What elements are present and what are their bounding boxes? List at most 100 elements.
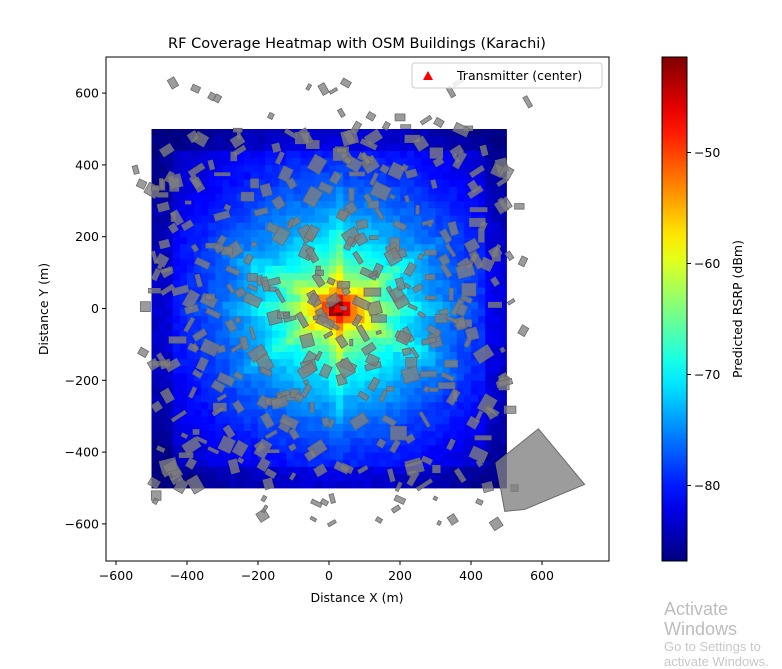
heatmap-cell [492,236,500,245]
heatmap-cell [187,193,195,202]
heatmap-cell [357,430,365,439]
heatmap-cell [187,401,195,410]
heatmap-cell [343,423,351,431]
heatmap-cell [279,351,287,360]
heatmap-cell [307,308,316,317]
heatmap-cell [314,387,323,396]
heatmap-cell [307,265,316,273]
heatmap-cell [172,129,181,137]
building [186,130,200,144]
heatmap-cell [371,365,380,374]
heatmap-cell [279,444,287,453]
building [387,468,396,483]
building [465,326,480,342]
heatmap-cell [201,322,209,331]
heatmap-cell [179,258,188,266]
heatmap-cell [435,423,443,431]
building [475,498,484,506]
building [495,377,514,389]
heatmap-cell [279,129,287,137]
heatmap-cell [272,387,280,396]
heatmap-cell [364,179,372,187]
heatmap-cell [165,344,174,352]
heatmap-cell [449,423,458,431]
heatmap-cell [449,401,458,410]
heatmap-cell [300,200,309,209]
heatmap-cell [492,258,500,266]
heatmap-cell [236,294,245,302]
heatmap-cell [435,416,443,424]
heatmap-cell [414,251,422,259]
heatmap-cell [179,387,188,396]
heatmap-cell [293,236,301,245]
heatmap-cell [314,172,323,180]
heatmap-cell [314,136,323,144]
heatmap-cell [392,129,401,137]
transmitter-marker [332,303,343,313]
heatmap-cell [435,143,443,151]
heatmap-cell [215,229,223,238]
heatmap-cell [350,337,358,345]
heatmap-cell [385,172,394,180]
heatmap-cell [321,459,330,467]
heatmap-cell [321,229,330,238]
heatmap-cell [378,229,387,238]
building [349,411,370,431]
heatmap-cell [272,416,280,424]
heatmap-cell [208,150,216,159]
heatmap-cell [499,437,507,446]
heatmap-cell [428,351,436,360]
heatmap-cell [400,466,408,475]
building [256,457,271,472]
heatmap-cell [478,265,486,273]
heatmap-cell [208,207,216,216]
heatmap-cell [222,480,230,489]
heatmap-cell [329,437,337,446]
heatmap-cell [187,215,195,223]
heatmap-cell [385,308,394,317]
building [422,385,431,393]
heatmap-cell [357,200,365,209]
heatmap-cell [428,193,436,202]
heatmap-cell [392,186,401,195]
heatmap-cell [201,222,209,230]
heatmap-cell [329,430,337,439]
building [323,330,334,340]
heatmap-cell [215,351,223,360]
heatmap-cell [222,416,230,424]
heatmap-cell [265,330,273,338]
building [321,416,331,428]
heatmap-cell [293,157,301,166]
heatmap-cell [243,157,252,166]
heatmap-cell [208,401,216,410]
heatmap-cell [250,243,259,252]
heatmap-cell [492,444,500,453]
y-tick-label: −200 [65,373,99,388]
heatmap-cell [478,200,486,209]
heatmap-cell [392,193,401,202]
heatmap-cell [286,186,294,195]
heatmap-cell [179,251,188,259]
heatmap-cell [293,143,301,151]
heatmap-cell [378,358,387,367]
heatmap-cell [286,193,294,202]
heatmap-cell [265,351,273,360]
heatmap-cell [151,423,159,431]
heatmap-cell [392,459,401,467]
heatmap-cell [499,286,507,295]
heatmap-cell [158,229,167,238]
heatmap-cell [293,172,301,180]
heatmap-cell [187,150,195,159]
heatmap-cell [329,193,337,202]
heatmap-cell [400,157,408,166]
heatmap-cell [194,265,202,273]
heatmap-cell [250,164,259,173]
heatmap-cell [272,294,280,302]
heatmap-cell [222,466,230,475]
heatmap-cell [165,129,174,137]
heatmap-cell [172,365,181,374]
heatmap-cell [151,337,159,345]
heatmap-cell [250,200,259,209]
heatmap-cell [478,179,486,187]
heatmap-cell [456,136,465,144]
